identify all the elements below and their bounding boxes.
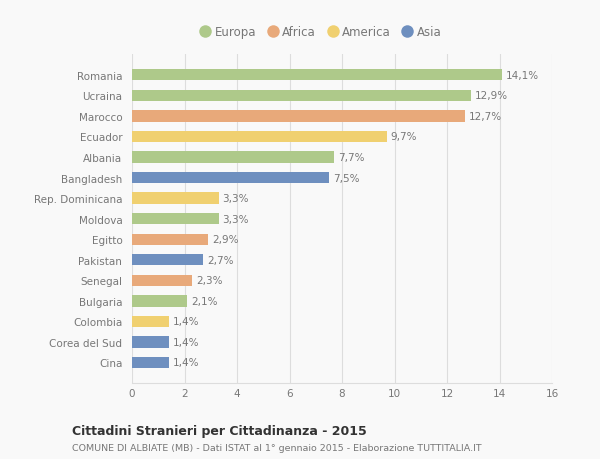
Bar — [132, 193, 218, 204]
Text: 1,4%: 1,4% — [173, 358, 199, 368]
Bar — [132, 296, 187, 307]
Text: 14,1%: 14,1% — [506, 71, 539, 81]
Bar — [132, 132, 386, 143]
Legend: Europa, Africa, America, Asia: Europa, Africa, America, Asia — [196, 22, 446, 44]
Text: 2,3%: 2,3% — [196, 276, 223, 285]
Text: 12,9%: 12,9% — [475, 91, 508, 101]
Text: COMUNE DI ALBIATE (MB) - Dati ISTAT al 1° gennaio 2015 - Elaborazione TUTTITALIA: COMUNE DI ALBIATE (MB) - Dati ISTAT al 1… — [72, 443, 482, 452]
Text: 7,7%: 7,7% — [338, 153, 365, 162]
Bar — [132, 70, 502, 81]
Text: 12,7%: 12,7% — [469, 112, 502, 122]
Text: 9,7%: 9,7% — [391, 132, 417, 142]
Text: 2,1%: 2,1% — [191, 296, 218, 306]
Text: 7,5%: 7,5% — [333, 173, 359, 183]
Bar — [132, 173, 329, 184]
Bar — [132, 255, 203, 266]
Bar — [132, 213, 218, 225]
Text: 3,3%: 3,3% — [223, 194, 249, 204]
Text: Cittadini Stranieri per Cittadinanza - 2015: Cittadini Stranieri per Cittadinanza - 2… — [72, 425, 367, 437]
Text: 2,9%: 2,9% — [212, 235, 239, 245]
Text: 1,4%: 1,4% — [173, 337, 199, 347]
Bar — [132, 336, 169, 348]
Text: 2,7%: 2,7% — [207, 255, 233, 265]
Bar — [132, 111, 466, 122]
Bar — [132, 152, 334, 163]
Bar — [132, 90, 470, 102]
Bar — [132, 234, 208, 245]
Text: 1,4%: 1,4% — [173, 317, 199, 327]
Bar — [132, 275, 193, 286]
Bar — [132, 316, 169, 327]
Text: 3,3%: 3,3% — [223, 214, 249, 224]
Bar — [132, 357, 169, 368]
